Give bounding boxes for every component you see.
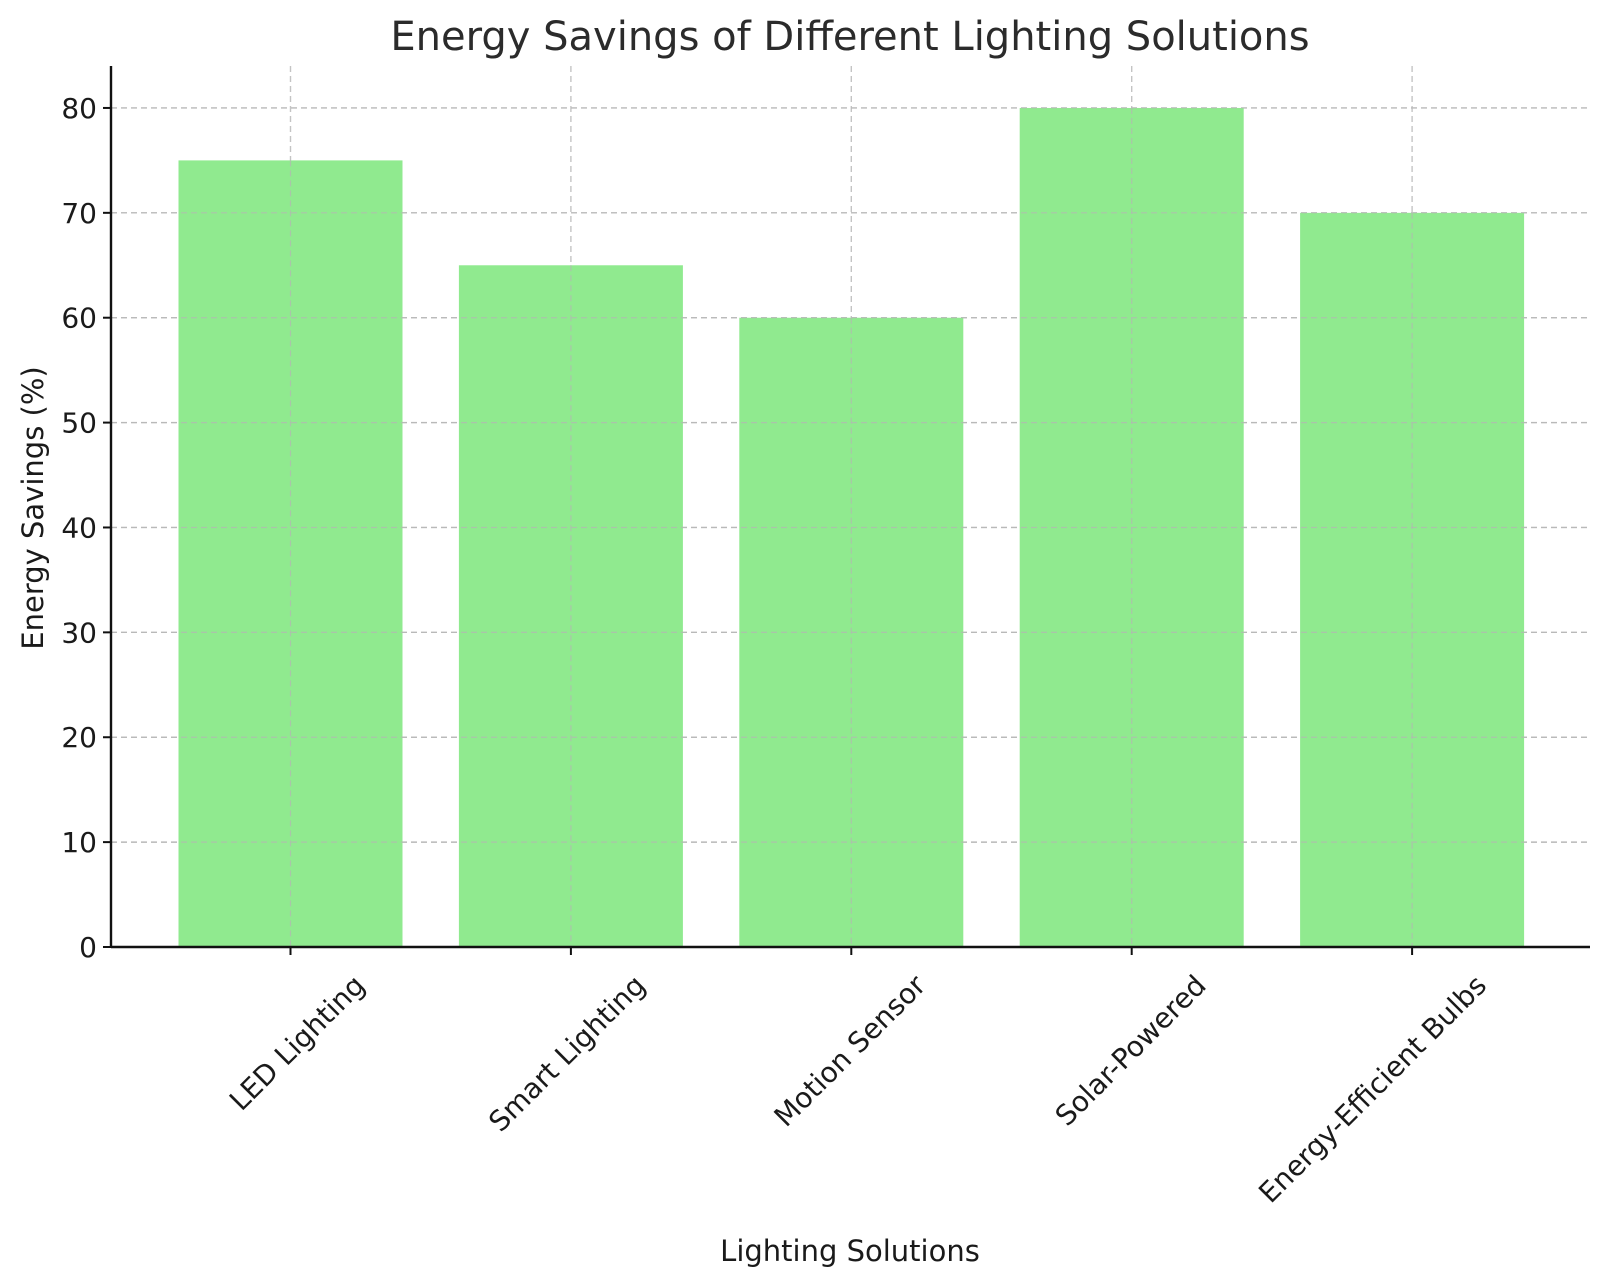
y-axis-title: Energy Savings (%)	[16, 366, 50, 649]
x-tick-label: Motion Sensor	[768, 968, 933, 1133]
y-tick-label: 10	[61, 826, 97, 859]
x-tick-label: LED Lighting	[223, 969, 371, 1117]
y-tick-label: 20	[61, 721, 97, 754]
y-axis-ticks: 0 10 20 30 40 50 60 70 80	[61, 92, 111, 964]
y-tick-label: 30	[61, 616, 97, 649]
x-tick-label: Energy-Efficient Bulbs	[1252, 969, 1493, 1210]
grid-overlay	[111, 107, 1590, 843]
y-tick-label: 50	[61, 407, 97, 440]
y-tick-label: 40	[61, 511, 97, 544]
x-tick-label: Smart Lighting	[482, 969, 652, 1139]
x-axis-ticks: LED Lighting Smart Lighting Motion Sensor S…	[223, 947, 1493, 1209]
y-tick-label: 70	[61, 197, 97, 230]
chart-title: Energy Savings of Different Lighting Sol…	[390, 14, 1309, 60]
y-tick-label: 0	[79, 931, 97, 964]
y-tick-label: 80	[61, 92, 97, 125]
y-tick-label: 60	[61, 302, 97, 335]
x-tick-label: Solar-Powered	[1049, 969, 1213, 1133]
x-axis-title: Lighting Solutions	[720, 1234, 980, 1268]
